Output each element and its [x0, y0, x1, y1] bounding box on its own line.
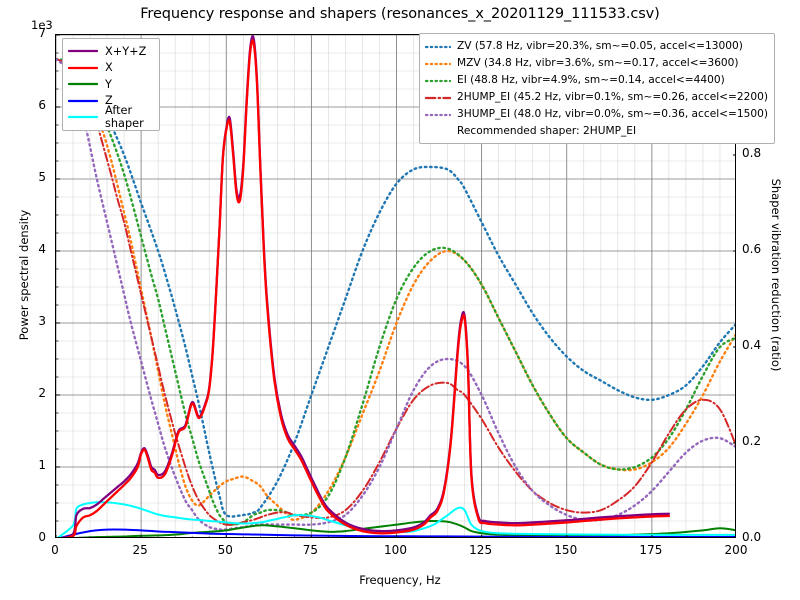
psd-curve-x [64, 39, 671, 537]
legend-line-sample-icon [68, 78, 98, 90]
x-tick-25: 25 [132, 543, 148, 557]
legend-item-x[interactable]: X [68, 60, 153, 77]
y-axis-exponent-label: 1e3 [31, 18, 53, 32]
legend-item-label: Y [105, 77, 112, 91]
legend-item-label: 3HUMP_EI (48.0 Hz, vibr=0.0%, sm~=0.36, … [457, 108, 768, 120]
legend-line-sample-icon [68, 45, 98, 57]
x-axis-label: Frequency, Hz [359, 573, 441, 587]
legend-item-3hump_ei[interactable]: 3HUMP_EI (48.0 Hz, vibr=0.0%, sm~=0.36, … [425, 106, 768, 123]
y-right-tick-0.2: 0.2 [742, 434, 762, 448]
legend-line-sample-icon [425, 58, 451, 70]
y-right-tick-0.4: 0.4 [742, 338, 762, 352]
x-tick-75: 75 [302, 543, 319, 557]
y-left-tick-7: 7 [38, 26, 46, 40]
legend-item-y[interactable]: Y [68, 76, 153, 93]
legend-item-2hump_ei[interactable]: 2HUMP_EI (45.2 Hz, vibr=0.1%, sm~=0.26, … [425, 89, 768, 106]
legend-item-label: Z [105, 94, 113, 108]
page-title: Frequency response and shapers (resonanc… [140, 6, 660, 22]
legend-item-label: 2HUMP_EI (45.2 Hz, vibr=0.1%, sm~=0.26, … [457, 91, 768, 103]
y-left-tick-1: 1 [38, 458, 46, 472]
y-left-tick-5: 5 [38, 170, 46, 184]
legend-line-sample-icon [68, 111, 98, 123]
y-left-tick-2: 2 [38, 386, 46, 400]
legend-line-sample-icon [68, 95, 98, 107]
psd-curve-after-shaper [57, 501, 735, 537]
x-tick-0: 0 [51, 543, 59, 557]
y-right-tick-0.6: 0.6 [742, 242, 762, 256]
y-left-tick-6: 6 [38, 98, 46, 112]
y-left-tick-4: 4 [38, 242, 46, 256]
legend-item-x-y-z[interactable]: X+Y+Z [68, 43, 153, 60]
y-right-tick-0.0: 0.0 [742, 530, 762, 544]
legend-item-label: After shaper [105, 104, 144, 131]
x-tick-200: 200 [724, 543, 748, 557]
y-left-tick-0: 0 [38, 530, 46, 544]
x-tick-50: 50 [217, 543, 233, 557]
shaper-curve-mzv [56, 57, 735, 522]
legend-item-ei[interactable]: EI (48.8 Hz, vibr=4.9%, sm~=0.14, accel<… [425, 72, 768, 89]
x-tick-150: 150 [554, 543, 578, 557]
y-right-tick-0.8: 0.8 [742, 146, 762, 160]
shaper-curve-zv [56, 57, 735, 518]
y-left-tick-3: 3 [38, 314, 46, 328]
legend-line-sample-icon [68, 62, 98, 74]
legend-item-mzv[interactable]: MZV (34.8 Hz, vibr=3.6%, sm~=0.17, accel… [425, 55, 768, 72]
legend-item-after-shaper[interactable]: After shaper [68, 104, 153, 130]
recommended-shaper-note: Recommended shaper: 2HUMP_EI [457, 125, 637, 137]
legend-psd: X+Y+Z X Y Z After shaper [62, 38, 160, 131]
x-tick-125: 125 [469, 543, 493, 557]
legend-item-label: ZV (57.8 Hz, vibr=20.3%, sm~=0.05, accel… [457, 40, 743, 52]
x-tick-100: 100 [384, 543, 407, 557]
legend-line-sample-icon [425, 75, 451, 87]
shaper-curve-2hump_ei [56, 58, 735, 526]
legend-line-sample-icon [425, 41, 451, 53]
legend-item-zv[interactable]: ZV (57.8 Hz, vibr=20.3%, sm~=0.05, accel… [425, 38, 768, 55]
legend-line-sample-icon [425, 109, 451, 121]
x-tick-175: 175 [639, 543, 663, 557]
legend-item-label: X+Y+Z [105, 44, 147, 58]
legend-item-z[interactable]: Z [68, 93, 153, 110]
psd-curve-z [59, 528, 735, 537]
legend-shapers: ZV (57.8 Hz, vibr=20.3%, sm~=0.05, accel… [419, 33, 775, 144]
legend-item-label: MZV (34.8 Hz, vibr=3.6%, sm~=0.17, accel… [457, 57, 739, 69]
y-axis-left-label: Power spectral density [17, 209, 31, 341]
y-axis-right-label: Shaper vibration reduction (ratio) [769, 178, 783, 372]
legend-line-sample-icon [425, 92, 451, 104]
legend-item-label: EI (48.8 Hz, vibr=4.9%, sm~=0.14, accel<… [457, 74, 725, 86]
legend-item-label: X [105, 61, 113, 75]
